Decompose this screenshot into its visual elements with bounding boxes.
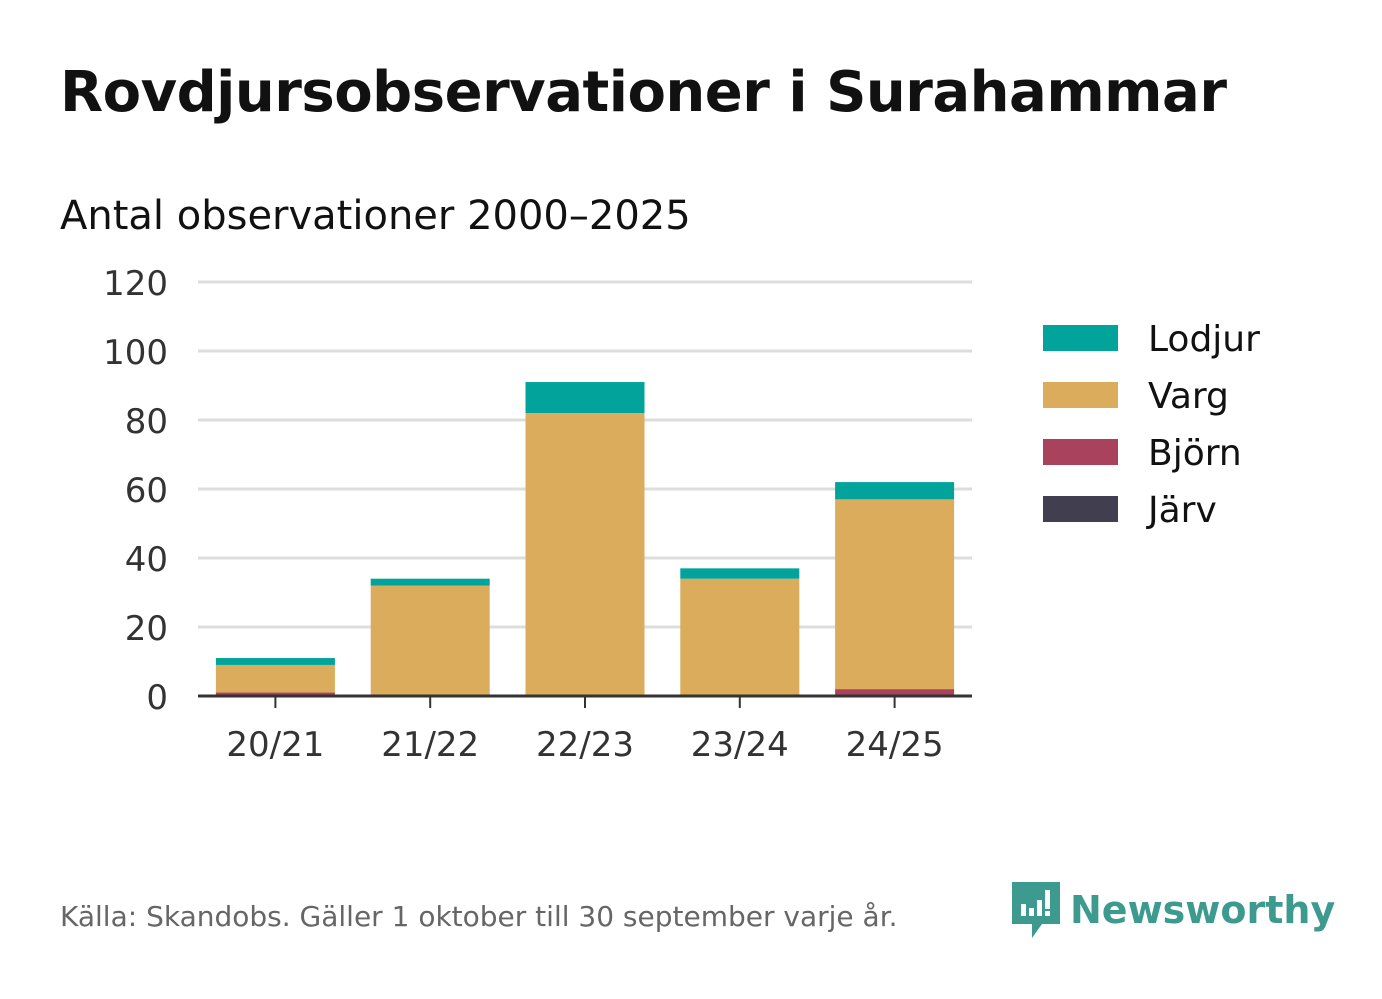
brand-name: Newsworthy <box>1070 888 1336 932</box>
newsworthy-logo-icon <box>1012 882 1060 938</box>
y-tick-label: 20 <box>125 609 168 649</box>
bar-segment-varg <box>835 499 955 690</box>
legend-swatch-järv <box>1043 496 1118 522</box>
bar-segment-björn <box>215 692 335 696</box>
legend-label-järv: Järv <box>1146 490 1217 531</box>
bar-segment-björn <box>835 689 955 696</box>
bar-segment-lodjur <box>680 568 800 579</box>
legend-swatch-varg <box>1043 382 1118 408</box>
x-tick-label: 22/23 <box>536 725 634 765</box>
y-tick-label: 40 <box>125 540 168 580</box>
y-tick-label: 120 <box>103 264 168 304</box>
brand-logo: Newsworthy <box>1010 880 1335 940</box>
x-tick-label: 21/22 <box>381 725 479 765</box>
legend-label-björn: Björn <box>1148 433 1242 474</box>
bar-segment-lodjur <box>835 482 955 500</box>
bar-segment-lodjur <box>215 658 335 665</box>
legend: Lodjur Varg Björn Järv <box>1043 319 1260 531</box>
y-tick-label: 80 <box>125 402 168 442</box>
legend-label-lodjur: Lodjur <box>1148 319 1260 360</box>
source-note: Källa: Skandobs. Gäller 1 oktober till 3… <box>60 900 898 933</box>
y-tick-label: 60 <box>125 471 168 511</box>
legend-swatch-björn <box>1043 439 1118 465</box>
bar-segment-lodjur <box>370 578 490 586</box>
chart-subtitle: Antal observationer 2000–2025 <box>60 193 691 239</box>
chart-title: Rovdjursobservationer i Surahammar <box>60 60 1227 125</box>
legend-swatch-lodjur <box>1043 325 1118 351</box>
x-tick-label: 24/25 <box>846 725 944 765</box>
y-tick-label: 0 <box>146 678 168 718</box>
bar-segment-varg <box>370 585 490 696</box>
x-tick-label: 20/21 <box>226 725 324 765</box>
bar-segment-lodjur <box>525 382 645 414</box>
x-tick-label: 23/24 <box>691 725 789 765</box>
y-tick-label: 100 <box>103 333 168 373</box>
bar-segment-varg <box>215 664 335 693</box>
x-axis-ticks: 20/21 21/22 22/23 23/24 24/25 <box>198 694 972 765</box>
y-axis-ticks: 0 20 40 60 80 100 120 <box>103 264 168 718</box>
bar-segment-varg <box>680 578 800 696</box>
bars <box>215 382 955 696</box>
bar-segment-varg <box>525 413 645 696</box>
legend-label-varg: Varg <box>1148 376 1229 417</box>
